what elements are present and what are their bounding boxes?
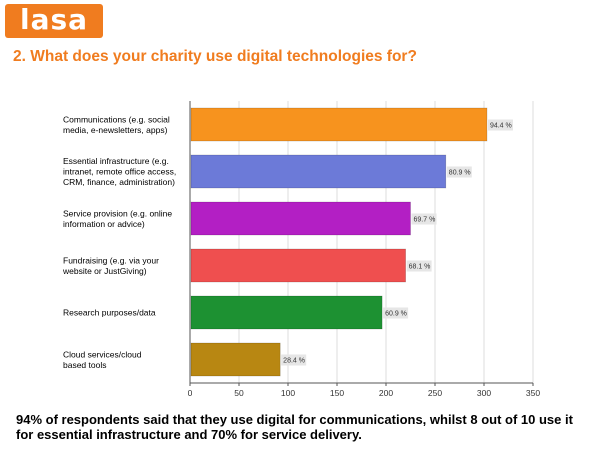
x-tick-label: 200 xyxy=(379,388,393,398)
category-label: Cloud services/cloud xyxy=(63,349,142,359)
summary-footnote: 94% of respondents said that they use di… xyxy=(16,412,573,442)
value-label: 69.7 % xyxy=(414,217,436,224)
x-tick-label: 100 xyxy=(281,388,295,398)
value-label-bg xyxy=(487,119,513,131)
bar xyxy=(190,248,406,283)
x-tick-label: 50 xyxy=(234,388,244,398)
value-label-bg xyxy=(406,260,432,272)
category-label: CRM, finance, administration) xyxy=(63,177,175,187)
question-title: 2. What does your charity use digital te… xyxy=(13,48,417,65)
category-label: Fundraising (e.g. via your xyxy=(63,255,159,265)
x-tick-label: 0 xyxy=(188,388,193,398)
x-tick-label: 300 xyxy=(477,388,491,398)
value-label-bg xyxy=(411,213,437,225)
value-label-bg xyxy=(446,166,472,178)
category-label: website or JustGiving) xyxy=(62,266,147,276)
value-label: 68.1 % xyxy=(409,264,431,271)
category-label: Communications (e.g. social xyxy=(63,114,170,124)
bar xyxy=(190,201,411,236)
value-label-bg xyxy=(383,307,409,319)
category-label: based tools xyxy=(63,360,106,370)
bar-chart: 0 50 100 150 200 250 300 350 94.4 % Communication… xyxy=(0,75,600,405)
bar xyxy=(190,107,488,142)
x-tick-label: 150 xyxy=(330,388,344,398)
category-label: information or advice) xyxy=(63,219,145,229)
bar xyxy=(190,342,281,377)
value-label: 94.4 % xyxy=(490,123,512,130)
category-label: Research purposes/data xyxy=(63,308,156,318)
chart-svg: 0 50 100 150 200 250 300 350 94.4 % Communication… xyxy=(62,101,540,398)
value-label-bg xyxy=(281,354,307,366)
bar xyxy=(190,154,447,189)
bar xyxy=(190,295,383,330)
value-label: 80.9 % xyxy=(449,170,471,177)
value-label: 60.9 % xyxy=(385,311,407,318)
x-tick-label: 350 xyxy=(526,388,540,398)
x-tick-label: 250 xyxy=(428,388,442,398)
category-label: intranet, remote office access, xyxy=(63,167,176,177)
category-label: Service provision (e.g. online xyxy=(63,208,172,218)
category-label: media, e-newsletters, apps) xyxy=(63,125,168,135)
lasa-logo: lasa xyxy=(5,4,103,38)
category-label: Essential infrastructure (e.g. xyxy=(63,156,169,166)
value-label: 28.4 % xyxy=(283,358,305,365)
